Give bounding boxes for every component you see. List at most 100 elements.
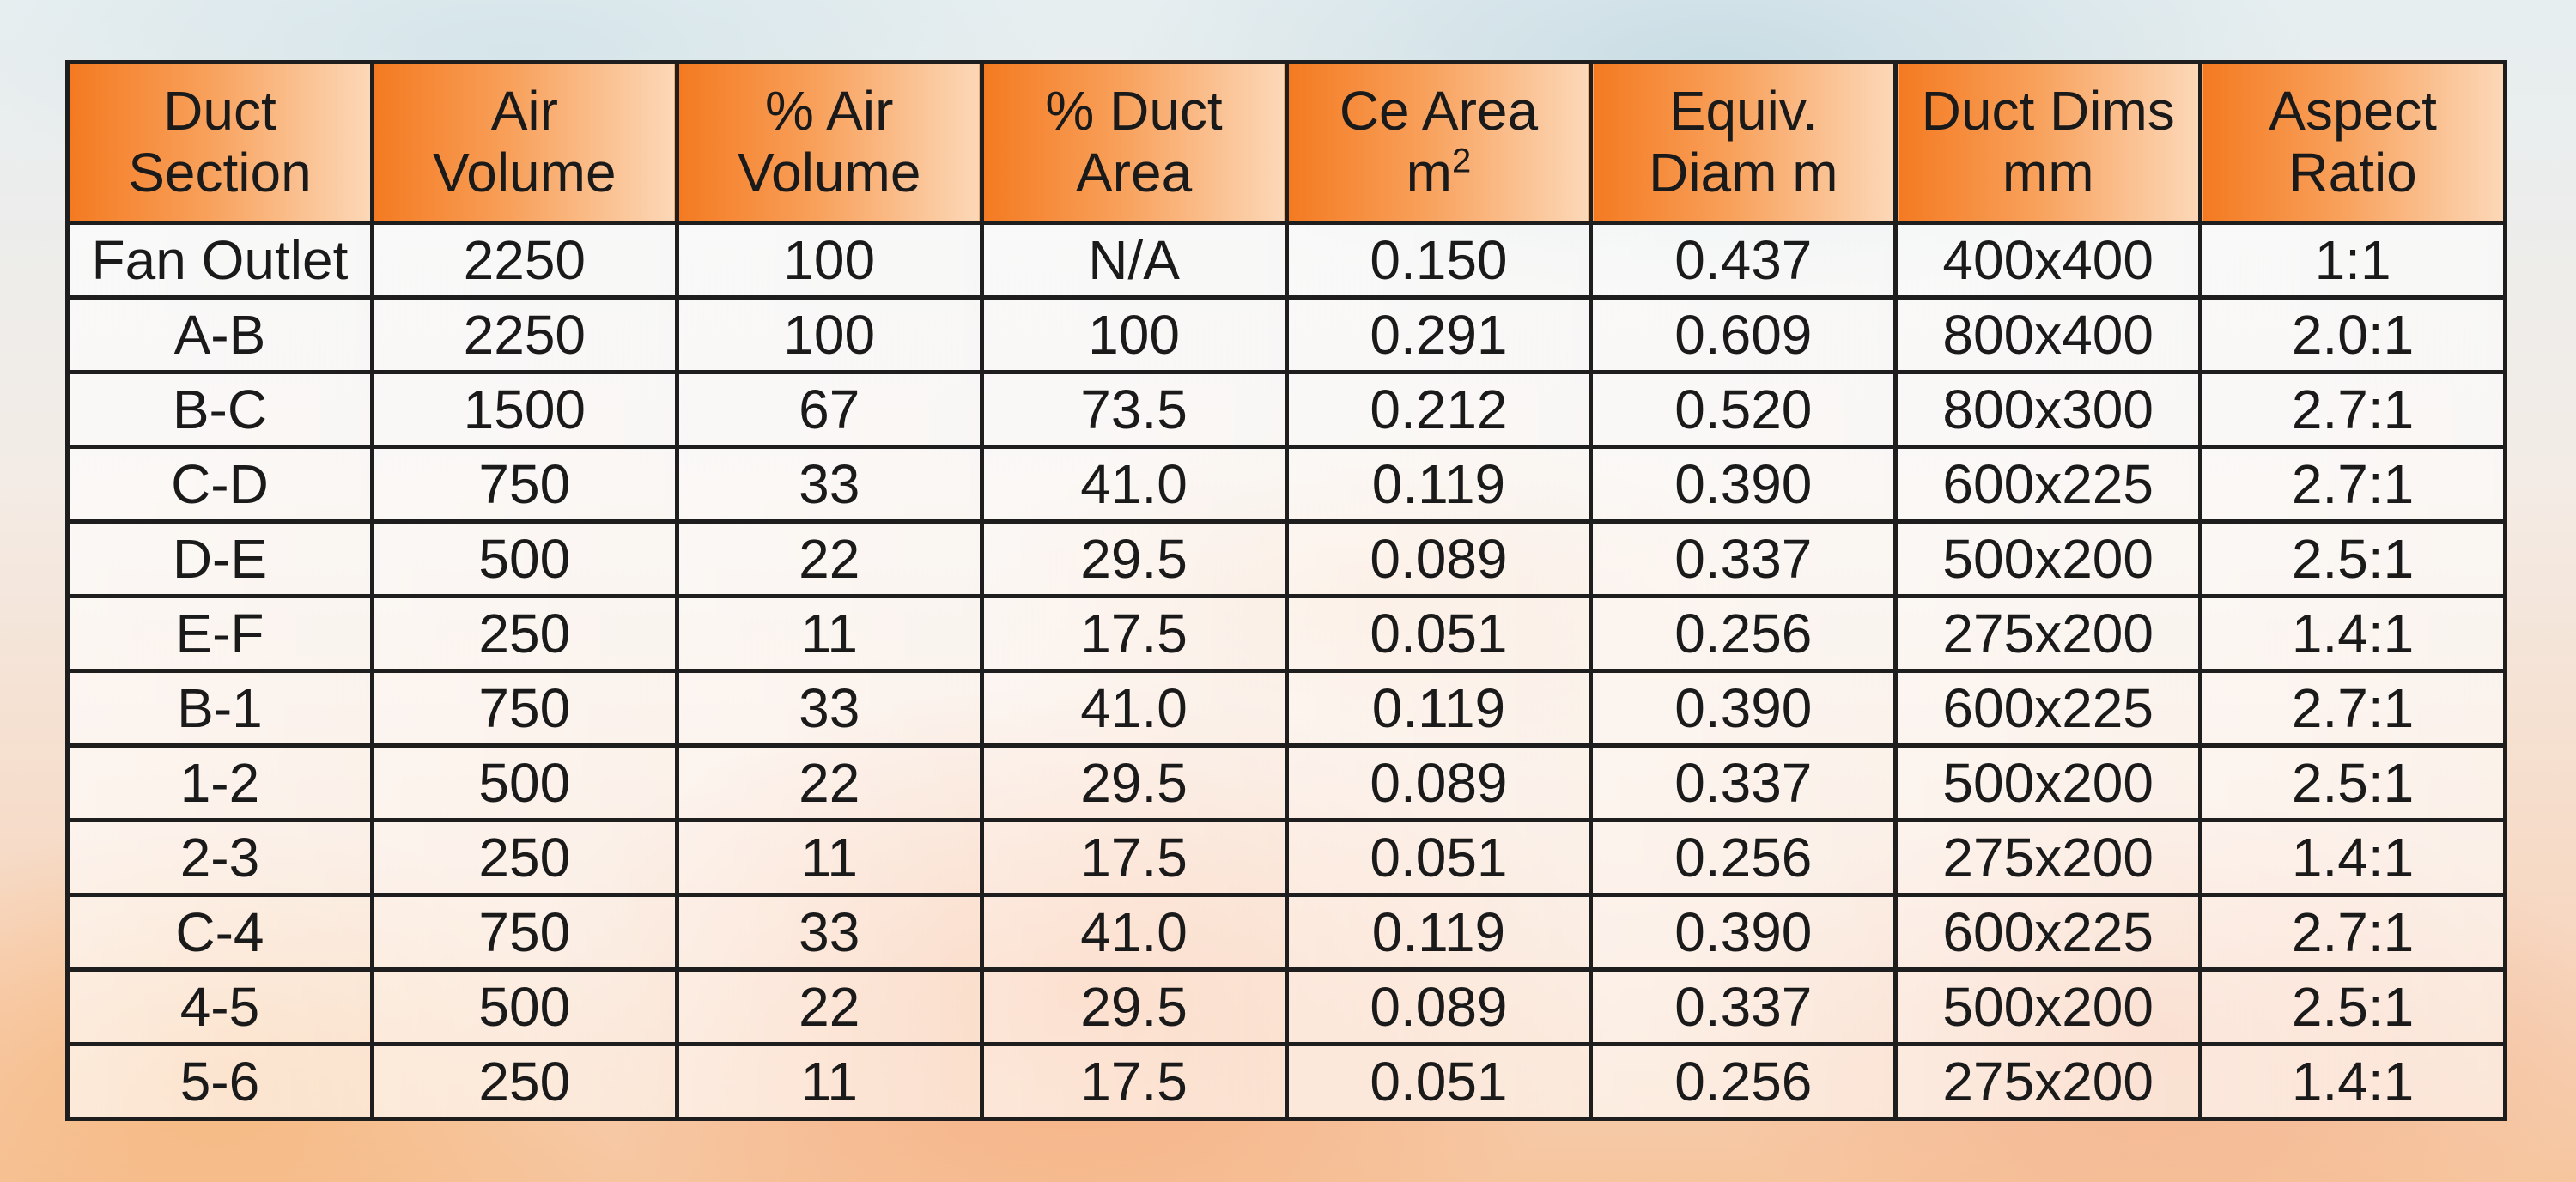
header-line2: mm xyxy=(2002,142,2094,203)
cell-percent-duct-area: 17.5 xyxy=(979,1042,1289,1121)
cell-percent-duct-area: 29.5 xyxy=(979,967,1289,1046)
cell-percent-air-volume: 22 xyxy=(674,967,984,1046)
cell-aspect-ratio: 2.7:1 xyxy=(2198,893,2507,972)
cell-percent-air-volume: 22 xyxy=(674,519,984,598)
cell-duct-dims: 275x200 xyxy=(1893,1042,2203,1121)
cell-percent-air-volume: 100 xyxy=(674,295,984,374)
cell-duct-section: B-C xyxy=(65,370,374,449)
header-line2: Section xyxy=(128,142,312,203)
cell-air-volume: 1500 xyxy=(369,370,679,449)
cell-aspect-ratio: 1.4:1 xyxy=(2198,594,2507,673)
cell-percent-duct-area: 17.5 xyxy=(979,818,1289,897)
cell-air-volume: 500 xyxy=(369,743,679,822)
table-row: C-D 750 33 41.0 0.119 0.390 600x225 2.7:1 xyxy=(65,445,2507,524)
cell-ce-area: 0.119 xyxy=(1284,445,1594,524)
cell-aspect-ratio: 2.7:1 xyxy=(2198,445,2507,524)
header-row: Duct Section Air Volume % Air Volume % D… xyxy=(65,60,2507,225)
cell-equiv-diam: 0.256 xyxy=(1589,818,1899,897)
header-line1: % Duct xyxy=(1045,80,1223,142)
header-line2: Volume xyxy=(737,142,921,203)
cell-duct-section: A-B xyxy=(65,295,374,374)
header-line2-wrap: m2 xyxy=(1291,142,1587,204)
cell-duct-section: E-F xyxy=(65,594,374,673)
cell-duct-section: C-4 xyxy=(65,893,374,972)
cell-percent-air-volume: 33 xyxy=(674,445,984,524)
header-line2: Area xyxy=(1075,142,1193,203)
table-row: A-B 2250 100 100 0.291 0.609 800x400 2.0:1 xyxy=(65,295,2507,374)
duct-sizing-table-container: Duct Section Air Volume % Air Volume % D… xyxy=(65,60,2507,1121)
cell-duct-dims: 275x200 xyxy=(1893,818,2203,897)
cell-duct-section: C-D xyxy=(65,445,374,524)
cell-duct-section: 1-2 xyxy=(65,743,374,822)
cell-ce-area: 0.089 xyxy=(1284,967,1594,1046)
cell-ce-area: 0.119 xyxy=(1284,669,1594,748)
cell-duct-section: 5-6 xyxy=(65,1042,374,1121)
cell-equiv-diam: 0.390 xyxy=(1589,669,1899,748)
cell-aspect-ratio: 1.4:1 xyxy=(2198,1042,2507,1121)
cell-percent-air-volume: 11 xyxy=(674,1042,984,1121)
cell-aspect-ratio: 2.7:1 xyxy=(2198,669,2507,748)
header-percent-duct-area: % Duct Area xyxy=(979,60,1289,225)
cell-equiv-diam: 0.337 xyxy=(1589,743,1899,822)
cell-ce-area: 0.051 xyxy=(1284,818,1594,897)
cell-percent-duct-area: 41.0 xyxy=(979,669,1289,748)
header-line1: Ce Area xyxy=(1339,80,1539,142)
cell-ce-area: 0.150 xyxy=(1284,221,1594,300)
table-header: Duct Section Air Volume % Air Volume % D… xyxy=(65,60,2507,225)
cell-percent-air-volume: 33 xyxy=(674,669,984,748)
cell-air-volume: 750 xyxy=(369,893,679,972)
cell-percent-duct-area: 17.5 xyxy=(979,594,1289,673)
header-line1: % Air xyxy=(765,80,894,142)
cell-air-volume: 750 xyxy=(369,445,679,524)
cell-air-volume: 500 xyxy=(369,519,679,598)
cell-duct-section: 4-5 xyxy=(65,967,374,1046)
table-row: D-E 500 22 29.5 0.089 0.337 500x200 2.5:1 xyxy=(65,519,2507,598)
cell-aspect-ratio: 2.0:1 xyxy=(2198,295,2507,374)
header-line2: Volume xyxy=(433,142,617,203)
cell-duct-section: D-E xyxy=(65,519,374,598)
cell-percent-air-volume: 33 xyxy=(674,893,984,972)
cell-percent-air-volume: 100 xyxy=(674,221,984,300)
table-row: B-C 1500 67 73.5 0.212 0.520 800x300 2.7:1 xyxy=(65,370,2507,449)
cell-ce-area: 0.089 xyxy=(1284,519,1594,598)
cell-percent-duct-area: 41.0 xyxy=(979,445,1289,524)
cell-duct-dims: 600x225 xyxy=(1893,669,2203,748)
cell-duct-dims: 275x200 xyxy=(1893,594,2203,673)
cell-percent-duct-area: 41.0 xyxy=(979,893,1289,972)
header-line2: Ratio xyxy=(2288,142,2417,203)
cell-percent-duct-area: 29.5 xyxy=(979,519,1289,598)
cell-duct-section: 2-3 xyxy=(65,818,374,897)
cell-equiv-diam: 0.256 xyxy=(1589,1042,1899,1121)
cell-equiv-diam: 0.609 xyxy=(1589,295,1899,374)
cell-percent-air-volume: 67 xyxy=(674,370,984,449)
header-duct-section: Duct Section xyxy=(65,60,374,225)
table-row: 4-5 500 22 29.5 0.089 0.337 500x200 2.5:1 xyxy=(65,967,2507,1046)
cell-aspect-ratio: 1.4:1 xyxy=(2198,818,2507,897)
header-line1: Duct Dims xyxy=(1921,80,2175,142)
cell-ce-area: 0.089 xyxy=(1284,743,1594,822)
header-superscript: 2 xyxy=(1451,142,1472,180)
cell-percent-air-volume: 11 xyxy=(674,594,984,673)
cell-air-volume: 500 xyxy=(369,967,679,1046)
cell-equiv-diam: 0.520 xyxy=(1589,370,1899,449)
cell-aspect-ratio: 2.5:1 xyxy=(2198,743,2507,822)
cell-duct-dims: 800x300 xyxy=(1893,370,2203,449)
cell-duct-dims: 600x225 xyxy=(1893,445,2203,524)
cell-air-volume: 250 xyxy=(369,594,679,673)
cell-aspect-ratio: 2.5:1 xyxy=(2198,519,2507,598)
table-row: 2-3 250 11 17.5 0.051 0.256 275x200 1.4:1 xyxy=(65,818,2507,897)
cell-air-volume: 250 xyxy=(369,1042,679,1121)
cell-ce-area: 0.119 xyxy=(1284,893,1594,972)
cell-percent-duct-area: 29.5 xyxy=(979,743,1289,822)
table-row: Fan Outlet 2250 100 N/A 0.150 0.437 400x400 1:1 xyxy=(65,221,2507,300)
cell-duct-section: Fan Outlet xyxy=(65,221,374,300)
header-line1: Equiv. xyxy=(1668,80,1818,142)
cell-duct-dims: 500x200 xyxy=(1893,967,2203,1046)
table-row: C-4 750 33 41.0 0.119 0.390 600x225 2.7:1 xyxy=(65,893,2507,972)
table-row: E-F 250 11 17.5 0.051 0.256 275x200 1.4:1 xyxy=(65,594,2507,673)
cell-equiv-diam: 0.256 xyxy=(1589,594,1899,673)
table-row: B-1 750 33 41.0 0.119 0.390 600x225 2.7:1 xyxy=(65,669,2507,748)
cell-aspect-ratio: 1:1 xyxy=(2198,221,2507,300)
cell-equiv-diam: 0.337 xyxy=(1589,519,1899,598)
cell-equiv-diam: 0.390 xyxy=(1589,893,1899,972)
